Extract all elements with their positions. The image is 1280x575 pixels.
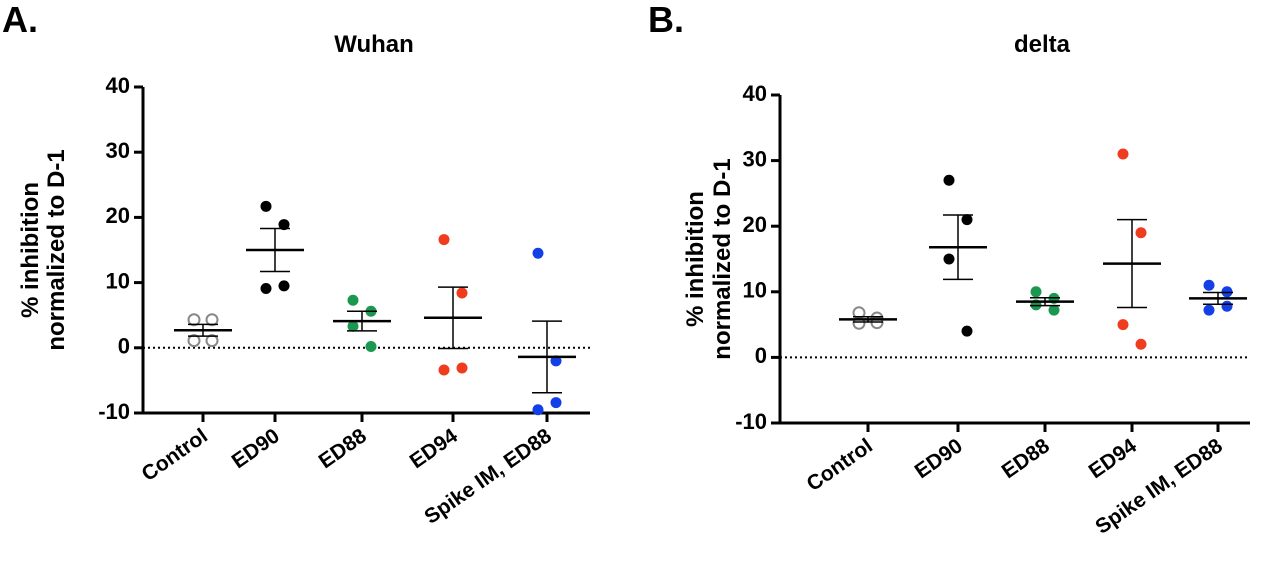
data-point <box>961 214 973 226</box>
data-point <box>187 313 201 327</box>
data-point <box>438 234 450 246</box>
y-tick-label: 20 <box>743 212 767 237</box>
data-point <box>1117 148 1129 160</box>
x-tick-label: Control <box>803 434 877 496</box>
data-point <box>550 397 562 409</box>
data-point <box>347 294 359 306</box>
data-point <box>1030 286 1042 298</box>
y-tick-label: 30 <box>743 146 767 171</box>
y-tick-label: 40 <box>106 73 130 98</box>
data-point <box>1135 227 1147 239</box>
data-point <box>1048 304 1060 316</box>
data-point <box>347 320 359 332</box>
data-point <box>456 287 468 299</box>
x-tick-label: ED88 <box>998 434 1054 483</box>
data-point <box>205 313 219 327</box>
y-tick-label: -10 <box>98 399 130 424</box>
data-point <box>438 364 450 376</box>
x-tick-label: ED90 <box>228 424 284 473</box>
data-point <box>456 362 468 374</box>
data-point <box>1203 279 1215 291</box>
data-point <box>532 404 544 416</box>
data-point <box>961 325 973 337</box>
y-tick-label: 10 <box>743 278 767 303</box>
data-point <box>1135 338 1147 350</box>
panel-label: A. <box>2 0 38 40</box>
y-tick-label: 0 <box>755 343 767 368</box>
data-point <box>260 282 272 294</box>
data-point <box>278 280 290 292</box>
y-axis-label: normalized to D-1 <box>709 158 736 359</box>
y-tick-label: 20 <box>106 203 130 228</box>
data-point <box>205 334 219 348</box>
data-point <box>1117 319 1129 331</box>
chart-title: delta <box>1014 31 1071 58</box>
y-tick-label: 10 <box>106 268 130 293</box>
y-axis-label: % inhibition <box>682 191 709 327</box>
x-tick-label: Control <box>138 424 212 486</box>
x-tick-label: ED94 <box>1085 434 1141 483</box>
chart-title: Wuhan <box>334 31 414 58</box>
data-point <box>365 340 377 352</box>
data-point <box>1203 304 1215 316</box>
data-point <box>187 334 201 348</box>
x-tick-label: ED94 <box>406 424 462 473</box>
data-point <box>260 200 272 212</box>
panel-label: B. <box>648 0 684 40</box>
y-tick-label: 0 <box>118 334 130 359</box>
data-point <box>1221 300 1233 312</box>
y-axis-label: normalized to D-1 <box>43 149 70 350</box>
y-tick-label: -10 <box>735 409 767 434</box>
data-point <box>943 253 955 265</box>
x-tick-label: ED90 <box>911 434 967 483</box>
data-point <box>278 219 290 231</box>
x-tick-label: ED88 <box>315 424 371 473</box>
y-tick-label: 40 <box>743 81 767 106</box>
data-point <box>532 247 544 259</box>
y-axis-label: % inhibition <box>17 182 44 318</box>
y-tick-label: 30 <box>106 138 130 163</box>
data-point <box>943 174 955 186</box>
